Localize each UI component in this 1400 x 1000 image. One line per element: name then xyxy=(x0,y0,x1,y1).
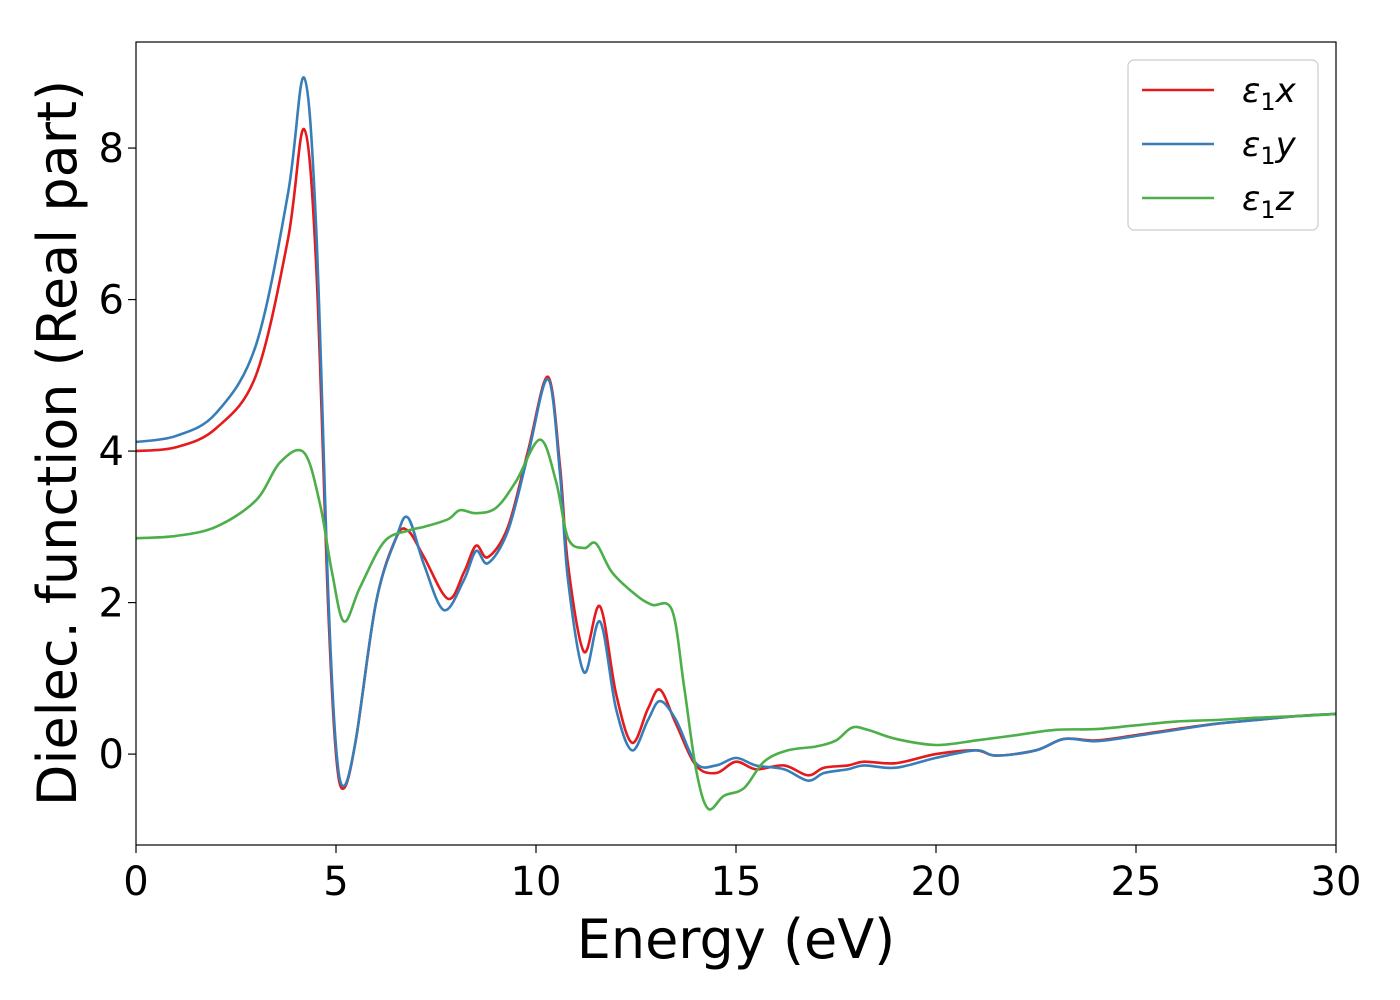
x-tick-label: 20 xyxy=(911,859,962,905)
y-tick-label: 8 xyxy=(99,126,124,172)
series-line-z xyxy=(136,438,1336,811)
y-tick-label: 2 xyxy=(99,581,124,627)
y-tick-label: 4 xyxy=(99,429,124,475)
legend-box xyxy=(1127,59,1319,231)
x-tick-label: 25 xyxy=(1111,859,1162,905)
legend-label-y: ε1y xyxy=(1242,125,1297,170)
y-tick-label: 0 xyxy=(99,732,124,778)
x-tick-label: 5 xyxy=(323,859,348,905)
x-axis: 0 5 10 15 20 25 30 xyxy=(123,845,1361,905)
legend: ε1x ε1y ε1z xyxy=(1127,59,1319,231)
legend-label-x: ε1x xyxy=(1242,71,1297,116)
x-tick-label: 0 xyxy=(123,859,148,905)
series-line-y xyxy=(136,76,1336,788)
y-axis-title: Dielec. function (Real part) xyxy=(26,80,89,806)
y-tick-label: 6 xyxy=(99,278,124,324)
y-axis: 0 2 4 6 8 xyxy=(99,126,136,778)
x-tick-label: 10 xyxy=(511,859,562,905)
legend-label-z: ε1z xyxy=(1242,179,1295,224)
x-tick-label: 30 xyxy=(1311,859,1362,905)
x-tick-label: 15 xyxy=(711,859,762,905)
x-axis-title: Energy (eV) xyxy=(577,908,896,971)
series-group xyxy=(136,76,1336,811)
